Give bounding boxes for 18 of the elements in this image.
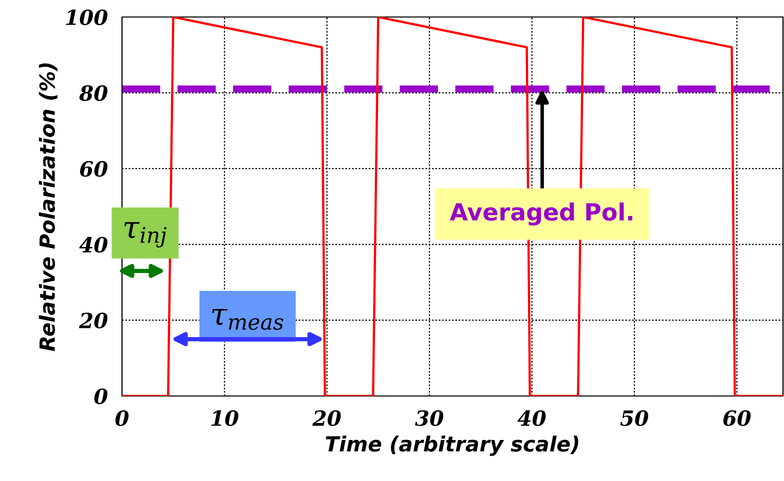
x-tick-label: 0 (115, 410, 129, 426)
x-axis-title: Time (arbitrary scale) (326, 436, 578, 456)
annotation: τ$_{meas}$ (212, 308, 284, 330)
x-tick-label: 60 (723, 410, 751, 426)
x-tick-label: 40 (518, 410, 546, 426)
y-tick-label: 100 (66, 9, 108, 26)
x-tick-label: 20 (312, 410, 341, 426)
x-tick-label: 10 (211, 410, 238, 426)
annotation: τ$_{inj}$ (124, 222, 166, 248)
y-tick-label: 80 (79, 85, 108, 102)
x-tick-label: 30 (415, 410, 444, 426)
y-tick-label: 20 (79, 312, 108, 328)
y-tick-label: 0 (94, 388, 108, 404)
y-axis-title: Relative Polarization (%) (38, 63, 58, 352)
annotation: Averaged Pol. (450, 202, 632, 226)
y-tick-label: 60 (80, 161, 108, 177)
y-tick-label: 40 (79, 236, 108, 253)
x-tick-label: 50 (620, 410, 648, 426)
